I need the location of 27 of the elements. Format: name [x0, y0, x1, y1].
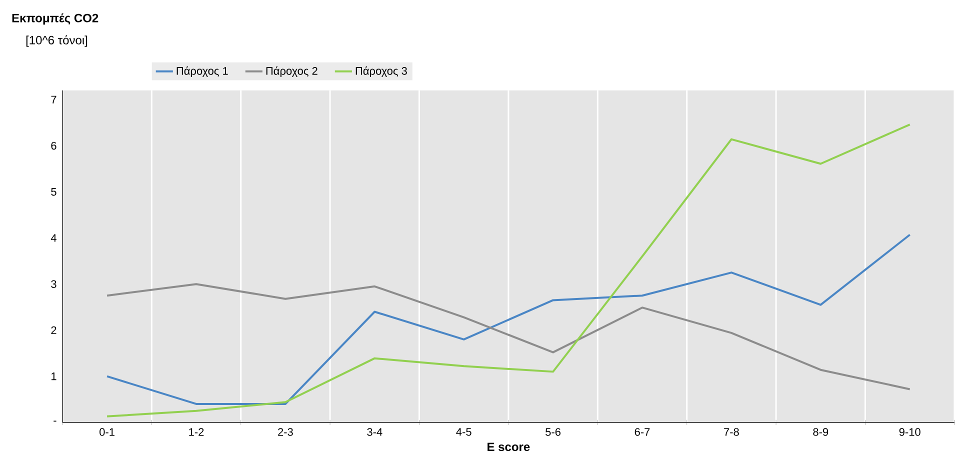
x-tick-label: 5-6 [546, 428, 561, 436]
x-tick-label: 7-8 [724, 428, 739, 436]
line-series [106, 234, 911, 405]
y-tick-label: 7 [51, 96, 56, 104]
x-tick-label: 1-2 [189, 428, 204, 436]
x-axis-title: E score [488, 442, 530, 451]
y-tick-label: 3 [51, 280, 56, 288]
y-axis-title: [10^6 τόνοι] [26, 35, 88, 47]
x-tick-label: 9-10 [899, 428, 920, 436]
legend-label: Πάροχος 1 [176, 66, 228, 77]
y-tick-label: 6 [51, 142, 56, 150]
y-tick-label: 4 [50, 234, 56, 242]
x-tick-label: 8-9 [813, 428, 828, 436]
x-tick-label: 6-7 [634, 428, 650, 436]
line-series [106, 124, 911, 418]
legend-label: Πάροχος 3 [356, 66, 407, 77]
x-tick-label: 3-4 [367, 428, 382, 436]
x-tick-label: 0-1 [100, 428, 114, 436]
y-tick-label: 2 [51, 326, 56, 334]
y-tick-label: 1 [51, 372, 56, 380]
chart-title: Εκπομπές CO2 [12, 13, 98, 25]
legend-label: Πάροχος 2 [266, 66, 318, 77]
line-series [106, 283, 911, 390]
y-tick-label: 5 [51, 188, 56, 196]
y-tick-label: - [54, 420, 56, 422]
x-tick-label: 2-3 [278, 428, 293, 436]
x-tick-label: 4-5 [456, 428, 472, 436]
